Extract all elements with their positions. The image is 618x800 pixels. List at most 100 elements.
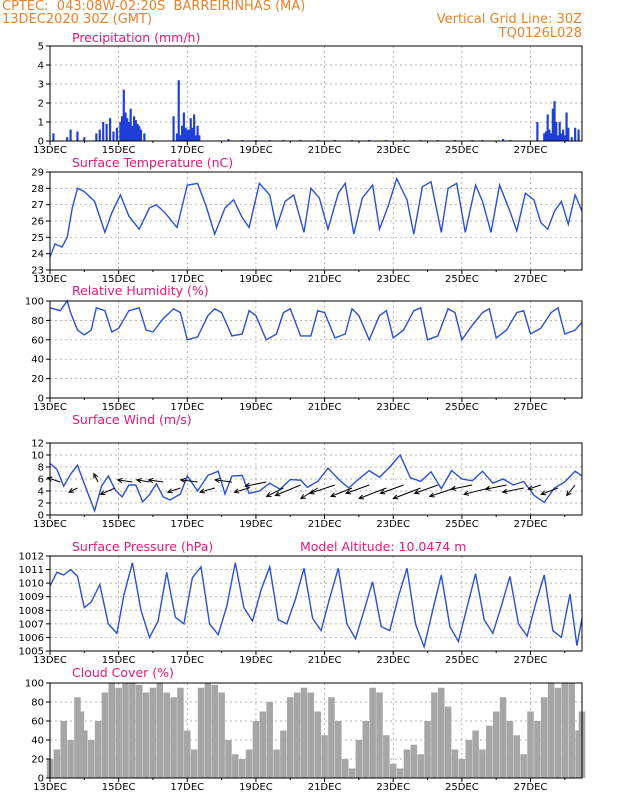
precip-bar [553, 101, 556, 141]
x-tick-label: 25DEC [445, 402, 479, 413]
x-tick-label: 15DEC [102, 519, 136, 530]
wind-arrow-head [93, 472, 99, 479]
cloud-bar [190, 749, 198, 778]
wind-arrow-head [463, 490, 470, 496]
cloud-bar [444, 706, 452, 778]
x-tick-label: 15DEC [102, 655, 136, 666]
wind-arrow-head [233, 488, 240, 494]
wind-arrow-shaft [234, 487, 250, 493]
precip-bar [95, 133, 98, 141]
precip-bar [134, 120, 137, 141]
cloud-bar [74, 697, 81, 778]
x-tick-label: 27DEC [514, 519, 548, 530]
cloud-bar [486, 725, 493, 778]
y-tick-label: 1010 [19, 579, 44, 590]
y-tick-label: 6 [38, 475, 44, 486]
wind-arrow-shaft [100, 487, 116, 495]
wind-arrow-shaft [266, 487, 284, 497]
y-tick-label: 2 [38, 99, 44, 110]
x-tick-label: 13DEC [33, 145, 67, 156]
wind-arrow-head [413, 489, 420, 495]
precip-bar [501, 139, 505, 141]
panel-title: Surface Temperature (nC) [72, 155, 233, 170]
precip-bar [577, 129, 580, 141]
precip-bar [139, 129, 143, 141]
cloud-bar [341, 759, 349, 778]
precip-bar [562, 129, 565, 141]
precip-bar [191, 127, 194, 141]
x-tick-label: 23DEC [376, 655, 410, 666]
wind-arrow-shaft [414, 484, 439, 494]
precip-bar [108, 118, 112, 141]
cloud-bar [252, 721, 260, 778]
cloud-bar [129, 683, 136, 778]
cloud-bar [396, 768, 404, 778]
cloud-bar [355, 740, 363, 778]
wind-arrow-head [450, 485, 457, 491]
y-tick-label: 29 [31, 168, 44, 179]
y-tick-label: 12 [31, 439, 44, 450]
y-tick-label: 1005 [19, 647, 44, 658]
wind-arrow-head [99, 490, 106, 496]
cloud-bar [492, 711, 500, 778]
wind-arrow-shaft [245, 481, 267, 487]
wind-arrow-head [299, 494, 306, 500]
x-tick-label: 17DEC [170, 145, 204, 156]
precip-bar [181, 125, 184, 141]
wind-arrow-head [135, 478, 142, 484]
header-grid-note: Vertical Grid Line: 30Z [436, 12, 582, 27]
precip-bar [105, 123, 108, 141]
x-tick-label: 13DEC [33, 274, 67, 285]
cloud-bar [321, 735, 328, 778]
precip-bar [112, 131, 115, 141]
x-tick-label: 27DEC [514, 145, 548, 156]
x-tick-label: 23DEC [376, 782, 410, 793]
cloud-bar [534, 721, 541, 778]
y-tick-label: 5 [38, 42, 44, 53]
precip-bar [98, 129, 101, 141]
precip-bar [119, 122, 122, 141]
cloud-bar [67, 740, 74, 778]
cloud-bar [438, 687, 445, 778]
precip-bar [194, 135, 197, 141]
wind-arrow-head [379, 489, 386, 495]
panel-title: Precipitation (mm/h) [72, 30, 200, 45]
precip-bar [131, 125, 134, 141]
wind-arrow-shaft [136, 479, 150, 483]
precip-bar [175, 133, 179, 141]
wind-arrow-head [244, 482, 251, 488]
wind-arrow-shaft [199, 487, 215, 493]
cloud-bar [245, 749, 253, 778]
wind-arrow-head [147, 477, 154, 484]
precip-bar [122, 89, 125, 141]
wind-arrow-shaft [358, 487, 387, 499]
x-tick-label: 13DEC [33, 519, 67, 530]
panel-frame [49, 45, 583, 142]
precip-bar [182, 112, 185, 141]
cloud-bar [204, 683, 212, 778]
y-tick-label: 0 [38, 137, 44, 148]
cloud-bar [108, 683, 116, 778]
x-tick-label: 23DEC [376, 402, 410, 413]
wind-arrow-shaft [117, 479, 133, 483]
x-tick-label: 15DEC [102, 274, 136, 285]
precip-bar [69, 129, 72, 141]
x-tick-label: 17DEC [170, 519, 204, 530]
cloud-bar [527, 711, 534, 778]
precip-bar [187, 129, 191, 141]
wind-arrow-shaft [485, 484, 507, 490]
precip-bar [189, 118, 192, 141]
precip-bar [124, 112, 127, 141]
precip-bar [543, 133, 546, 141]
precip-bar [184, 127, 187, 141]
y-tick-label: 0 [38, 394, 44, 405]
precip-bar [546, 114, 549, 141]
cloud-bar [60, 721, 67, 778]
x-tick-label: 23DEC [376, 274, 410, 285]
cloud-bar [348, 768, 356, 778]
panel-title: Surface Wind (m/s) [72, 412, 192, 427]
precip-bar [567, 127, 570, 141]
cloud-bar [149, 687, 157, 778]
y-tick-label: 23 [31, 266, 44, 277]
